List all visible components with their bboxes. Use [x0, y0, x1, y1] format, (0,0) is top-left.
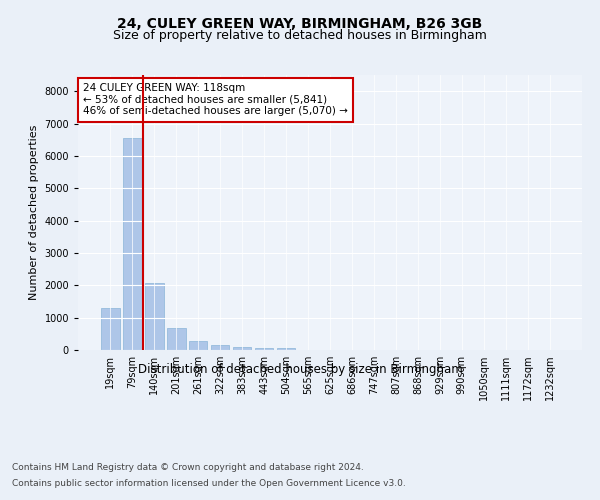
Bar [145, 282, 164, 350]
Bar [167, 328, 185, 350]
Text: 24, CULEY GREEN WAY, BIRMINGHAM, B26 3GB: 24, CULEY GREEN WAY, BIRMINGHAM, B26 3GB [118, 18, 482, 32]
Text: Distribution of detached houses by size in Birmingham: Distribution of detached houses by size … [137, 362, 463, 376]
Text: Contains HM Land Registry data © Crown copyright and database right 2024.: Contains HM Land Registry data © Crown c… [12, 464, 364, 472]
Text: Size of property relative to detached houses in Birmingham: Size of property relative to detached ho… [113, 29, 487, 42]
Bar [101, 308, 119, 350]
Bar [277, 348, 295, 350]
Text: 24 CULEY GREEN WAY: 118sqm
← 53% of detached houses are smaller (5,841)
46% of s: 24 CULEY GREEN WAY: 118sqm ← 53% of deta… [83, 83, 348, 116]
Bar [189, 342, 208, 350]
Bar [123, 138, 142, 350]
Bar [211, 346, 229, 350]
Text: Contains public sector information licensed under the Open Government Licence v3: Contains public sector information licen… [12, 478, 406, 488]
Bar [233, 347, 251, 350]
Y-axis label: Number of detached properties: Number of detached properties [29, 125, 39, 300]
Bar [255, 348, 274, 350]
